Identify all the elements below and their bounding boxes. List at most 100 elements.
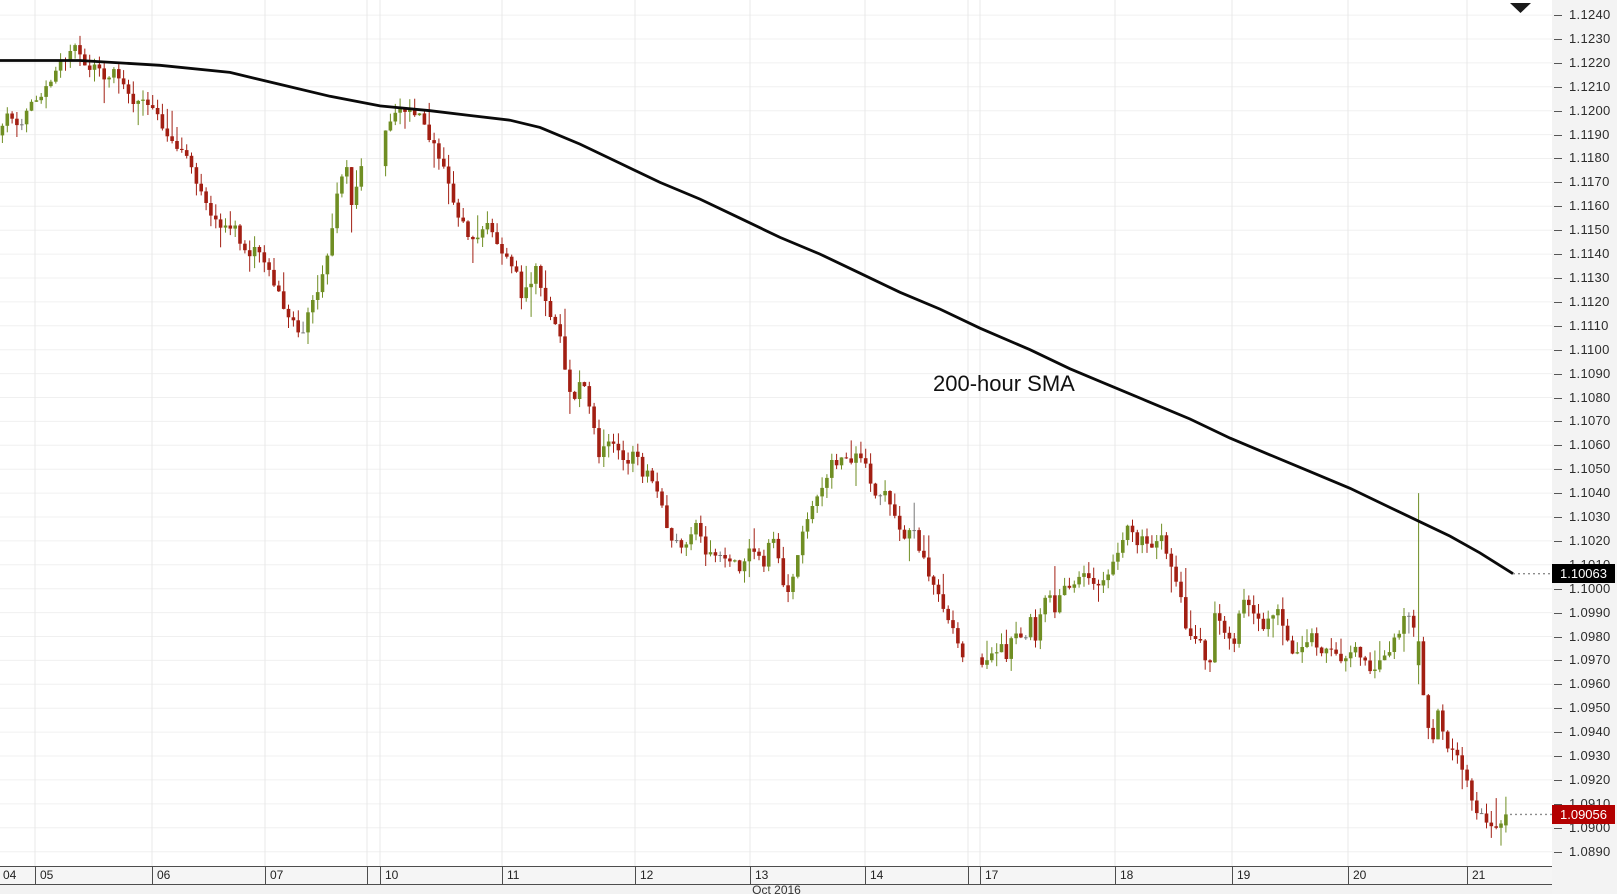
- candle: [1373, 650, 1377, 679]
- tick-dash: [1554, 206, 1562, 208]
- candle: [796, 555, 800, 579]
- candle: [281, 272, 286, 310]
- candle: [1217, 604, 1222, 635]
- candle: [451, 171, 456, 205]
- candle: [121, 70, 126, 90]
- candle: [83, 48, 87, 66]
- candle: [155, 99, 160, 121]
- candle: [1014, 621, 1018, 645]
- candle: [1329, 638, 1334, 657]
- candle: [257, 245, 262, 263]
- candle: [456, 198, 461, 227]
- candle: [146, 92, 150, 115]
- candle: [1402, 608, 1406, 652]
- candle: [1174, 555, 1178, 587]
- candle: [548, 296, 553, 321]
- candle: [1038, 608, 1043, 650]
- candle: [1256, 604, 1261, 632]
- candle: [277, 280, 281, 292]
- chart-plot-area[interactable]: 200-hour SMA: [0, 0, 1552, 866]
- time-axis[interactable]: 04 05 06 07 10 11 12 13 14 17 18 19 20 21: [0, 866, 1553, 885]
- tick-dash: [1554, 38, 1562, 40]
- y-axis-tick-label: 1.1030: [1569, 509, 1611, 525]
- candle: [1266, 610, 1270, 637]
- last-price-tag: 1.09056: [1552, 804, 1615, 824]
- x-axis-day-label: 21: [1472, 868, 1486, 882]
- month-label: Oct 2016: [752, 883, 801, 894]
- candle: [650, 468, 655, 484]
- tick-dash: [1554, 86, 1562, 88]
- candle: [1251, 595, 1256, 625]
- tick-dash: [1554, 708, 1562, 710]
- tick-dash: [1554, 756, 1562, 758]
- candle: [1470, 778, 1474, 811]
- candle: [1344, 655, 1348, 672]
- candle: [931, 575, 936, 595]
- y-axis-tick: 1.1060: [1552, 438, 1617, 452]
- y-axis-tick-label: 1.1180: [1569, 150, 1610, 166]
- y-axis-tick: 1.1150: [1552, 223, 1617, 237]
- candle: [1324, 647, 1329, 663]
- candle: [1397, 630, 1401, 640]
- tick-dash: [1554, 230, 1562, 232]
- candle: [1019, 627, 1023, 639]
- x-axis-day-separator: [750, 867, 751, 884]
- candle: [58, 53, 63, 78]
- candle: [1009, 636, 1013, 671]
- y-axis-tick: 1.0930: [1552, 749, 1617, 763]
- candle: [859, 441, 863, 463]
- candle: [1130, 519, 1135, 542]
- candle: [243, 240, 247, 254]
- candle: [461, 208, 465, 223]
- candle: [1033, 609, 1038, 648]
- x-axis-day-label: 05: [40, 868, 54, 882]
- candle: [946, 605, 950, 624]
- candle: [509, 254, 514, 274]
- candle: [1125, 524, 1130, 546]
- x-axis-day-label: 04: [3, 868, 17, 882]
- candle: [432, 132, 436, 168]
- candle: [29, 99, 34, 112]
- x-axis-day-separator: [1232, 867, 1233, 884]
- candle: [1387, 641, 1392, 658]
- candle: [345, 160, 349, 184]
- candle: [815, 494, 819, 513]
- y-axis-tick-label: 1.1080: [1569, 389, 1611, 405]
- candle: [485, 211, 490, 235]
- y-axis-tick: 1.1080: [1552, 389, 1617, 405]
- y-axis-tick-label: 1.1170: [1569, 174, 1610, 190]
- candle: [1305, 629, 1309, 649]
- y-axis-tick: 1.1190: [1552, 127, 1617, 142]
- candle: [117, 64, 121, 94]
- candle: [728, 554, 732, 567]
- candle: [223, 218, 228, 233]
- candle: [1208, 659, 1212, 672]
- candle: [1455, 742, 1460, 764]
- candles-layer: [0, 35, 1508, 846]
- y-axis-tick-label: 1.0940: [1569, 724, 1611, 740]
- candle: [408, 99, 412, 122]
- candlestick-plot[interactable]: [0, 0, 1552, 866]
- candle: [1179, 571, 1183, 603]
- x-axis-day-label: 12: [640, 868, 654, 882]
- candle: [742, 558, 747, 583]
- candle: [1421, 636, 1426, 696]
- tick-dash: [1554, 301, 1562, 303]
- price-axis[interactable]: 1.10063 1.09056 1.1240 1.1230 1.1220 1.1210…: [1552, 0, 1617, 866]
- candle: [267, 258, 271, 277]
- candle: [495, 223, 499, 245]
- candle: [262, 245, 267, 273]
- candle: [175, 127, 179, 152]
- candle: [165, 108, 170, 142]
- candle: [1484, 803, 1489, 829]
- candle: [1057, 589, 1062, 614]
- y-axis-tick: 1.1030: [1552, 510, 1617, 524]
- candle: [679, 538, 684, 554]
- candle: [820, 477, 824, 507]
- y-axis-tick-label: 1.0960: [1569, 676, 1611, 692]
- candle: [893, 493, 897, 519]
- candle: [543, 270, 548, 317]
- tick-dash: [1554, 684, 1562, 686]
- tick-dash: [1554, 540, 1562, 542]
- y-axis-tick: 1.0890: [1552, 844, 1617, 859]
